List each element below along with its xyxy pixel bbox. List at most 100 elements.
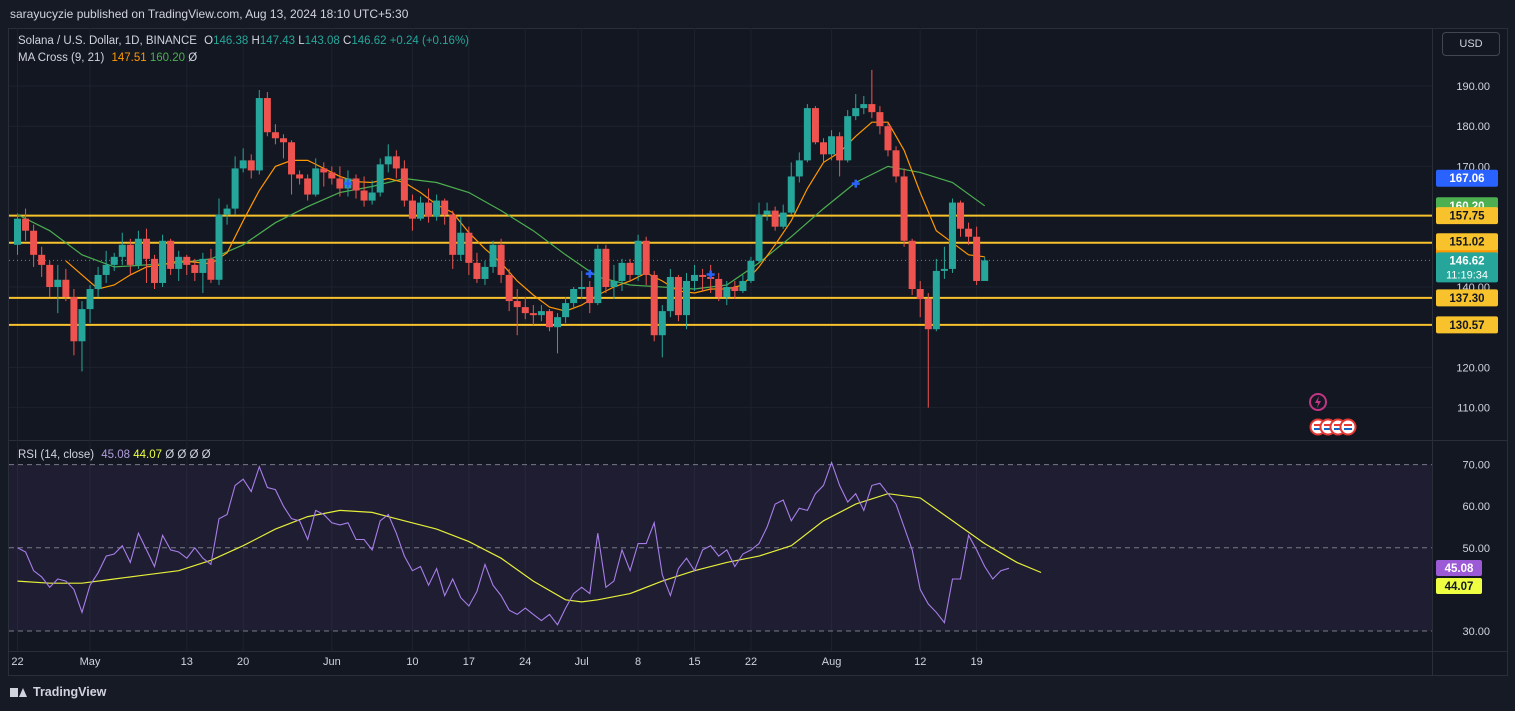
flash-icon-bolt [1315, 396, 1321, 408]
price-badge: 167.06 [1449, 173, 1484, 185]
close-value: 146.62 [351, 35, 387, 47]
tradingview-logo: TradingView [10, 685, 106, 699]
candle-body [481, 266, 489, 279]
price-badge-bg [1436, 169, 1498, 187]
candle-body [22, 218, 30, 231]
close-label: C [343, 35, 352, 47]
candle-body [731, 287, 739, 292]
candle-body [521, 307, 529, 314]
candle-body [489, 244, 497, 267]
candle-body [336, 178, 344, 189]
ma-fast-value: 147.51 [111, 52, 147, 64]
event-flag-icon-stripe [1344, 424, 1352, 426]
candle-body [650, 274, 658, 336]
candle-body [288, 142, 296, 175]
candle-body [965, 228, 973, 237]
event-flag-icon-stripe [1344, 428, 1352, 430]
x-tick-label: 15 [688, 656, 700, 668]
ma-title[interactable]: MA Cross (9, 21) [18, 52, 105, 64]
x-tick-label: 17 [463, 656, 475, 668]
bar-countdown: 11:19:34 [1446, 269, 1488, 281]
candle-body [884, 126, 892, 151]
candle-body [70, 297, 78, 342]
candle-body [263, 98, 271, 133]
candle-body [151, 258, 159, 283]
candle-body [38, 254, 46, 265]
symbol-title[interactable]: Solana / U.S. Dollar, 1D, BINANCE [18, 35, 197, 47]
candle-body [110, 256, 118, 265]
level-badge: 130.57 [1449, 320, 1484, 332]
rsi-value: 45.08 [101, 449, 131, 461]
candle-body [255, 98, 263, 171]
candle-body [465, 232, 473, 263]
candle-body [231, 168, 239, 209]
candle-body [312, 168, 320, 195]
candle-body [384, 156, 392, 165]
candle-body [54, 279, 62, 287]
high-value: 147.43 [259, 35, 296, 47]
ma-cross-marker [706, 270, 715, 279]
price-tick-label: 120.00 [1456, 362, 1490, 374]
candle-body [674, 276, 682, 316]
ma-cross-marker [343, 179, 352, 188]
level-badge: 151.02 [1449, 237, 1484, 249]
event-flag-icon-stripe [1314, 428, 1322, 430]
candle-body [457, 232, 465, 255]
rsi-tick-label: 60.00 [1462, 501, 1490, 513]
candle-body [892, 150, 900, 177]
candle-body [223, 208, 231, 215]
last-price-badge: 146.62 [1449, 255, 1484, 267]
candle-body [755, 214, 763, 261]
candle-body [836, 136, 844, 161]
level-badge-bg [1436, 233, 1498, 251]
candle-body [360, 190, 368, 201]
x-tick-label: 22 [11, 656, 23, 668]
rsi-tick-label: 70.00 [1462, 460, 1490, 472]
rsi-extra: Ø Ø Ø Ø [165, 449, 211, 461]
candle-body [658, 311, 666, 336]
candle-body [763, 210, 771, 215]
candle-body [602, 248, 610, 287]
event-flag-icon-stripe [1334, 428, 1342, 430]
x-tick-label: 8 [635, 656, 641, 668]
candle-body [376, 164, 384, 193]
open-label: O [204, 35, 214, 47]
candle-body [529, 313, 537, 316]
x-tick-label: 10 [406, 656, 418, 668]
candle-body [699, 274, 707, 277]
level-badge-bg [1436, 289, 1498, 307]
candles [14, 69, 989, 408]
candle-body [513, 301, 521, 308]
rsi-title[interactable]: RSI (14, close) [18, 449, 95, 461]
x-tick-label: 22 [745, 656, 757, 668]
candle-body [400, 168, 408, 201]
x-tick-label: 13 [181, 656, 193, 668]
candle-body [239, 160, 247, 169]
candle-body [723, 287, 731, 298]
candle-body [570, 289, 578, 304]
candle-body [545, 311, 553, 328]
rsi-badge-bg [1436, 560, 1482, 576]
candle-body [46, 264, 54, 287]
candle-body [948, 202, 956, 269]
candle-body [433, 200, 441, 217]
candle-body [787, 176, 795, 213]
candle-body [425, 202, 433, 217]
candle-body [102, 264, 110, 275]
candle-body [562, 303, 570, 318]
candle-body [860, 104, 868, 109]
candle-body [610, 280, 618, 287]
candle-body [578, 287, 586, 290]
rsi-badge-bg [1436, 578, 1482, 594]
candle-body [352, 178, 360, 191]
candle-body [626, 262, 634, 275]
candle-body [159, 240, 167, 283]
price-tick-label: 110.00 [1457, 403, 1490, 415]
candle-body [94, 274, 102, 290]
currency-button[interactable]: USD [1442, 32, 1500, 56]
candle-body [505, 274, 513, 302]
level-badge-bg [1436, 316, 1498, 334]
candle-body [844, 116, 852, 161]
candle-body [175, 256, 183, 269]
